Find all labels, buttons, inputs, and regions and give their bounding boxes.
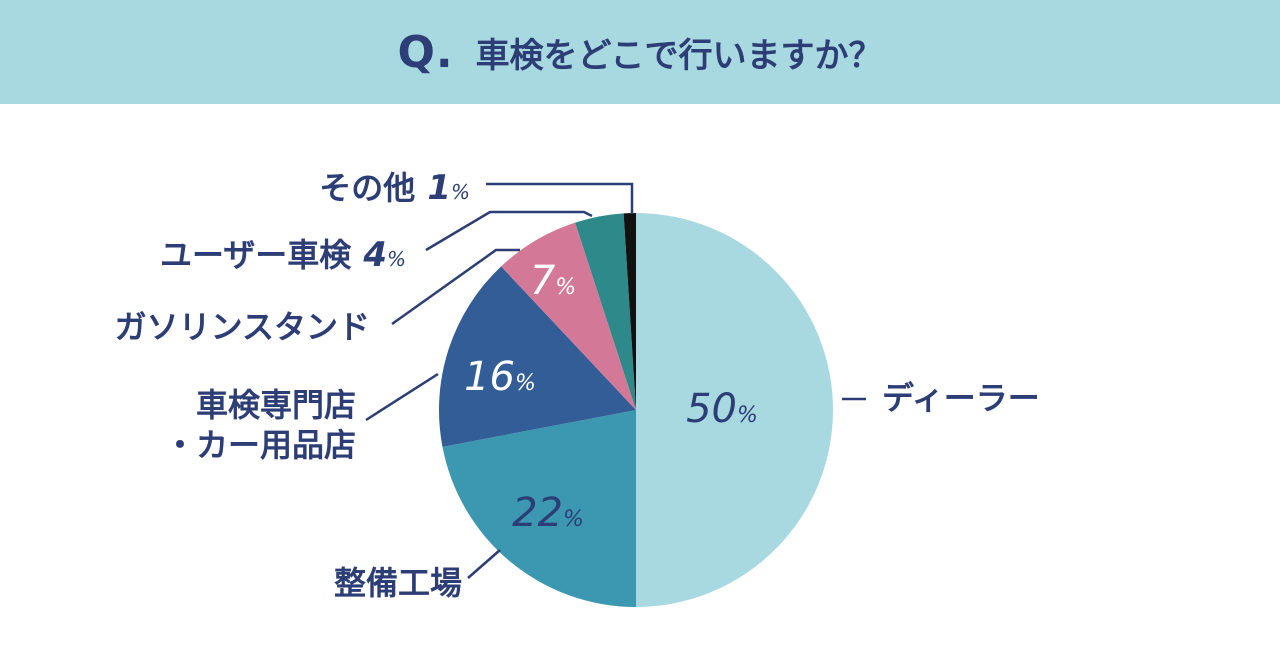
pie-slice-1: [636, 213, 833, 607]
pie-slice-6: [623, 213, 636, 410]
category-label-4: ガソリンスタンド: [115, 308, 370, 346]
category-label-2: 整備工場: [334, 564, 462, 602]
category-label-6: その他 1%: [319, 168, 470, 208]
pie-slice-3: [439, 266, 636, 447]
category-label-3-line-1: 車検専門店: [196, 386, 356, 424]
category-label-1: ディーラー: [882, 379, 1040, 417]
pie-slice-2: [442, 410, 636, 607]
category-label-3-line-2: ・カー用品店: [164, 426, 356, 464]
leader-line-4: [391, 248, 520, 326]
leader-line-5: [425, 210, 593, 252]
leader-line-3: [365, 372, 439, 422]
leader-line-6: [486, 182, 634, 214]
leader-line-2: [467, 549, 501, 579]
pie-value-label-1: 50%: [686, 386, 758, 432]
pie-slice-5: [575, 213, 636, 410]
pie-value-label-2: 22%: [512, 490, 584, 536]
pie-value-label-4: 7%: [530, 258, 576, 304]
category-label-5: ユーザー車検 4%: [160, 235, 406, 275]
q-mark: Q.: [397, 26, 454, 78]
pie-value-label-3: 16%: [464, 354, 536, 400]
question-banner: Q. 車検をどこで行いますか？: [0, 0, 1280, 104]
question-text: 車検をどこで行いますか？: [475, 35, 883, 76]
pie-slice-4: [501, 222, 636, 410]
